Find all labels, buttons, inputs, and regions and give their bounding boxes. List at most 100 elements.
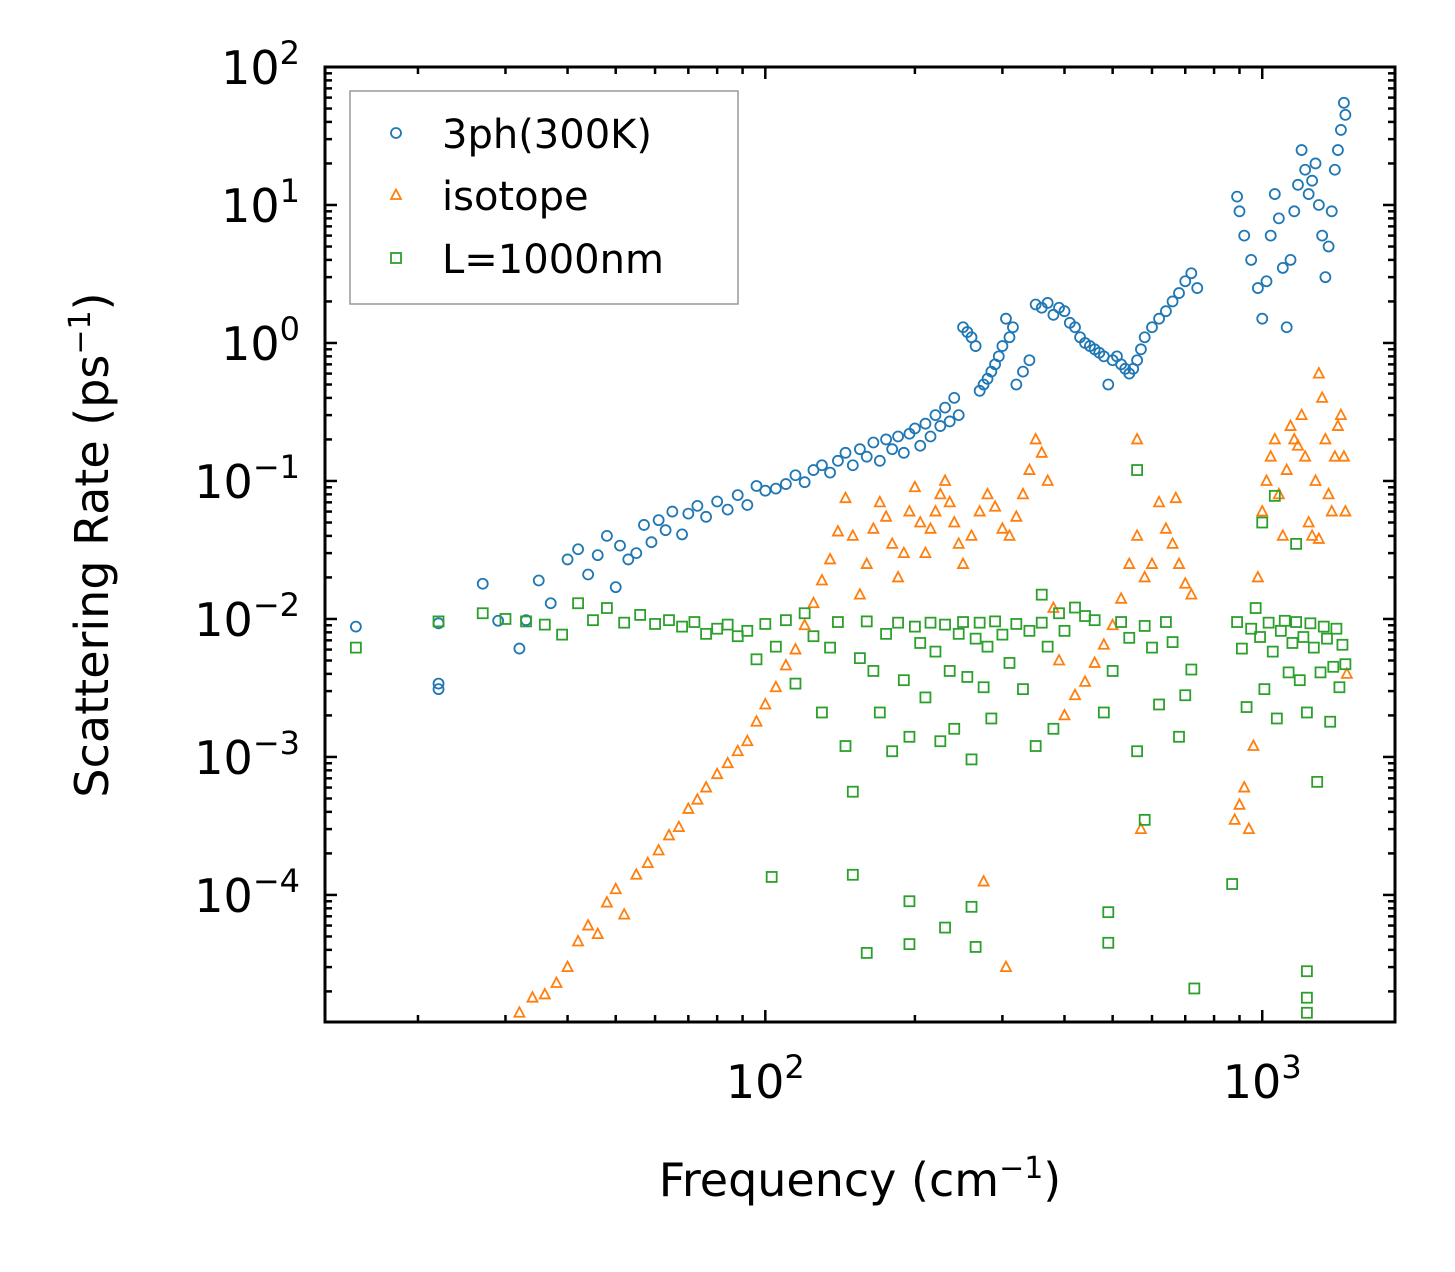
point-triangle	[1318, 431, 1332, 445]
point-triangle	[873, 494, 887, 508]
point-triangle	[1114, 591, 1128, 604]
point-triangle	[641, 855, 655, 869]
point-triangle	[1041, 473, 1055, 486]
point-circle	[1328, 163, 1341, 176]
point-triangle	[769, 679, 783, 693]
point-square	[1058, 624, 1071, 637]
point-circle	[659, 524, 672, 537]
point-circle	[1166, 295, 1179, 308]
point-triangle	[758, 697, 772, 710]
point-triangle	[525, 990, 539, 1003]
point-triangle	[1078, 674, 1092, 687]
point-circle	[853, 443, 866, 456]
point-square	[1270, 712, 1283, 725]
point-circle	[1010, 378, 1023, 391]
point-circle	[750, 480, 763, 492]
point-circle	[969, 340, 982, 352]
point-triangle	[1312, 531, 1326, 544]
point-circle	[666, 505, 679, 518]
point-square	[816, 706, 828, 719]
point-square	[587, 614, 599, 627]
point-square	[996, 628, 1009, 641]
point-circle	[1251, 282, 1264, 294]
point-square	[969, 941, 982, 953]
point-square	[572, 597, 584, 610]
point-triangle	[662, 827, 676, 841]
point-square	[700, 627, 712, 640]
point-circle	[1284, 254, 1297, 266]
point-circle	[645, 536, 658, 549]
point-square	[741, 624, 754, 637]
point-circle	[432, 677, 445, 690]
point-square	[832, 616, 844, 628]
point-circle	[798, 476, 811, 489]
point-triangle	[1002, 528, 1016, 541]
point-square	[1041, 640, 1054, 653]
point-circle	[839, 446, 852, 459]
point-triangle	[1295, 407, 1309, 421]
point-square	[1138, 620, 1151, 632]
point-triangle	[1159, 521, 1173, 534]
point-triangle	[1228, 812, 1242, 825]
point-square	[1188, 982, 1201, 995]
point-square	[721, 618, 734, 631]
point-triangle	[981, 486, 995, 500]
point-circle	[1260, 275, 1273, 288]
point-square	[676, 620, 688, 633]
point-square	[957, 616, 969, 628]
point-circle	[867, 436, 880, 449]
point-square	[1138, 813, 1151, 826]
point-circle	[609, 581, 622, 594]
point-square	[860, 947, 873, 959]
legend-marker-square	[390, 252, 402, 264]
point-triangle	[1138, 569, 1152, 583]
point-triangle	[973, 504, 987, 517]
point-square	[1047, 722, 1060, 735]
point-square	[1053, 607, 1065, 620]
point-circle	[939, 401, 951, 414]
y-tick-label: 102	[221, 34, 300, 95]
point-square	[618, 616, 631, 629]
point-square	[903, 938, 916, 951]
point-square	[1079, 610, 1091, 622]
point-circle	[622, 553, 635, 566]
point-triangle	[591, 926, 605, 940]
point-triangle	[699, 780, 713, 793]
point-square	[1179, 689, 1192, 702]
point-square	[432, 615, 445, 628]
point-triangle	[561, 959, 575, 972]
point-circle	[652, 514, 665, 527]
point-square	[1336, 638, 1349, 651]
x-tick-label: 103	[1223, 1048, 1302, 1109]
point-square	[1185, 663, 1198, 676]
point-circle	[1245, 254, 1258, 266]
point-square	[1102, 906, 1115, 919]
point-circle	[1179, 275, 1192, 288]
point-square	[989, 615, 1001, 628]
y-tick-label: 101	[221, 172, 300, 233]
point-square	[1293, 674, 1306, 687]
x-axis-title: Frequency (cm−1)	[659, 1151, 1062, 1207]
point-square	[1301, 991, 1313, 1004]
point-circle	[1264, 229, 1277, 242]
point-circle	[1058, 305, 1071, 318]
point-square	[1330, 622, 1343, 635]
point-circle	[1000, 312, 1012, 325]
point-circle	[1017, 365, 1029, 378]
point-square	[476, 607, 489, 620]
point-circle	[432, 683, 445, 696]
point-square	[1286, 637, 1299, 649]
point-square	[919, 691, 932, 704]
point-circle	[1191, 282, 1204, 294]
point-circle	[731, 489, 744, 501]
point-square	[897, 674, 910, 687]
point-triangle	[1130, 528, 1144, 541]
point-circle	[1160, 305, 1172, 318]
point-triangle	[1338, 504, 1352, 517]
point-triangle	[947, 515, 961, 528]
point-triangle	[1009, 509, 1023, 522]
point-circle	[544, 597, 557, 610]
point-triangle	[1331, 418, 1345, 431]
point-square	[1023, 624, 1036, 637]
